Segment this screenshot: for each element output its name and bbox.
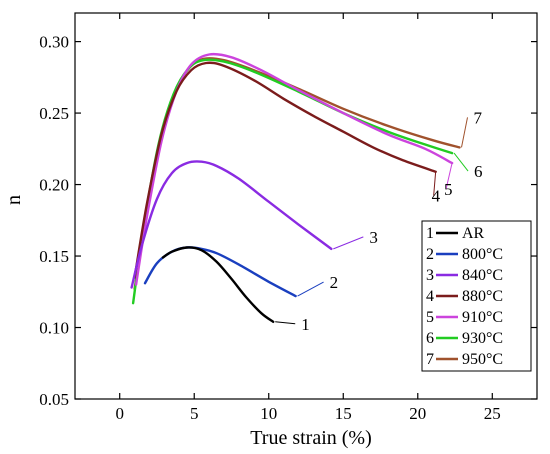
series-line-2	[143, 246, 297, 298]
curve-number-6: 6	[474, 162, 483, 181]
curve-number-5: 5	[444, 180, 453, 199]
leader-line-2	[297, 281, 324, 297]
series-line-3	[130, 160, 333, 289]
y-tick-label: 0.25	[39, 104, 69, 123]
legend-label-6: 930°C	[462, 330, 503, 347]
legend-label-3: 840°C	[462, 267, 503, 284]
y-axis-title: n	[3, 195, 25, 205]
series-line-6	[131, 58, 454, 305]
axis-ticks: 0 5 10 15 20 250.050.100.150.200.250.30	[39, 13, 537, 423]
legend-number-7: 7	[426, 351, 434, 368]
y-tick-label: 0.05	[39, 390, 69, 409]
legend-number-2: 2	[426, 246, 434, 263]
series-line-1	[161, 246, 275, 323]
curve-number-4: 4	[432, 187, 441, 206]
curve-number-7: 7	[474, 108, 483, 127]
series-line-4	[133, 61, 437, 279]
curve-number-2: 2	[330, 273, 339, 292]
x-tick-label: 5	[190, 404, 199, 423]
legend-label-5: 910°C	[462, 309, 503, 326]
y-tick-label: 0.15	[39, 247, 69, 266]
curve-number-3: 3	[369, 228, 378, 247]
x-axis-title: True strain (%)	[250, 427, 371, 449]
legend-label-2: 800°C	[462, 246, 503, 263]
leader-line-5	[445, 162, 453, 190]
legend-number-6: 6	[426, 330, 434, 347]
plot-frame	[74, 12, 538, 400]
curves	[130, 52, 461, 323]
x-tick-label: 20	[409, 404, 426, 423]
leader-line-7	[461, 117, 468, 148]
leader-line-1	[275, 321, 296, 325]
y-tick-label: 0.10	[39, 319, 69, 338]
curve-number-1: 1	[301, 315, 310, 334]
legend-number-3: 3	[426, 267, 434, 284]
series-line-5	[134, 52, 454, 286]
x-tick-label: 0	[115, 404, 124, 423]
legend-number-5: 5	[426, 309, 434, 326]
legend-number-1: 1	[426, 225, 434, 242]
legend-label-1: AR	[462, 225, 485, 242]
x-tick-label: 25	[484, 404, 501, 423]
x-tick-label: 15	[335, 404, 352, 423]
y-tick-label: 0.30	[39, 33, 69, 52]
legend-number-4: 4	[426, 288, 434, 305]
x-tick-label: 10	[260, 404, 277, 423]
legend-label-7: 950°C	[462, 351, 503, 368]
legend: 1 AR 2 800°C 3 840°C 4 880°C 5 910°C 6 930°C 7 950°C	[421, 220, 532, 372]
leader-line-4	[433, 171, 437, 196]
series-line-7	[133, 56, 461, 291]
y-tick-label: 0.20	[39, 176, 69, 195]
legend-label-4: 880°C	[462, 288, 503, 305]
leader-line-3	[333, 236, 364, 250]
leader-line-6	[453, 152, 469, 172]
